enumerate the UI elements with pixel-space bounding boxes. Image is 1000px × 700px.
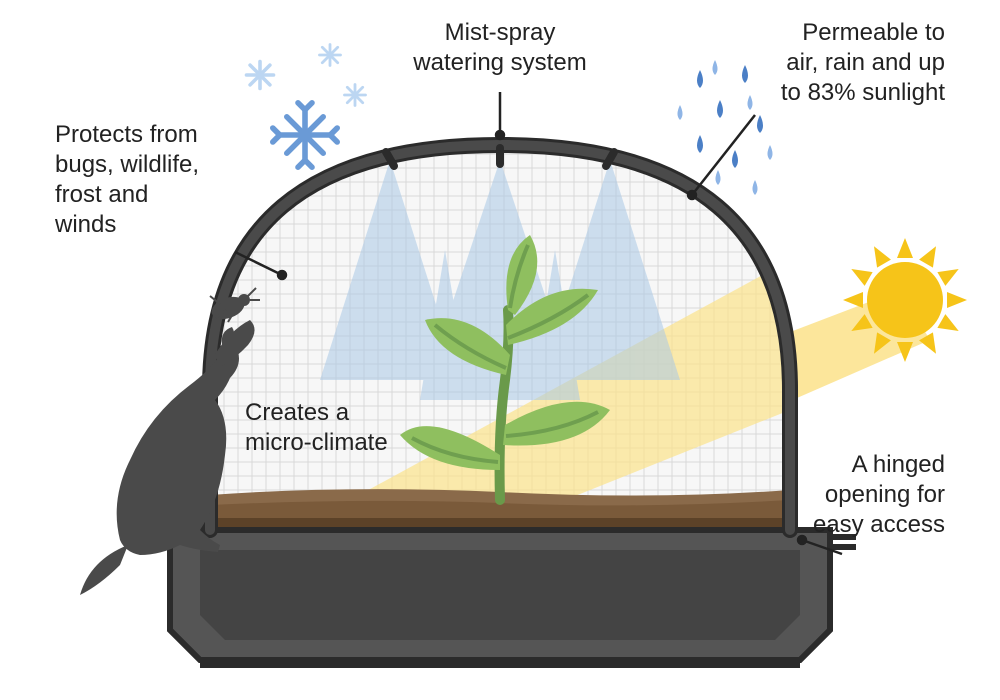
snowflakes: [247, 45, 366, 168]
label-permeable: Permeable toair, rain and upto 83% sunli…: [781, 18, 945, 108]
label-protects: Protects frombugs, wildlife,frost andwin…: [55, 120, 199, 240]
dome-interior: [180, 120, 820, 540]
planter-base: [170, 530, 856, 668]
label-mist: Mist-spraywatering system: [380, 18, 620, 78]
label-microclimate: Creates amicro-climate: [245, 398, 388, 458]
raindrops: [678, 60, 773, 195]
label-hinged: A hingedopening foreasy access: [813, 450, 945, 540]
infographic-root: Protects frombugs, wildlife,frost andwin…: [0, 0, 1000, 700]
